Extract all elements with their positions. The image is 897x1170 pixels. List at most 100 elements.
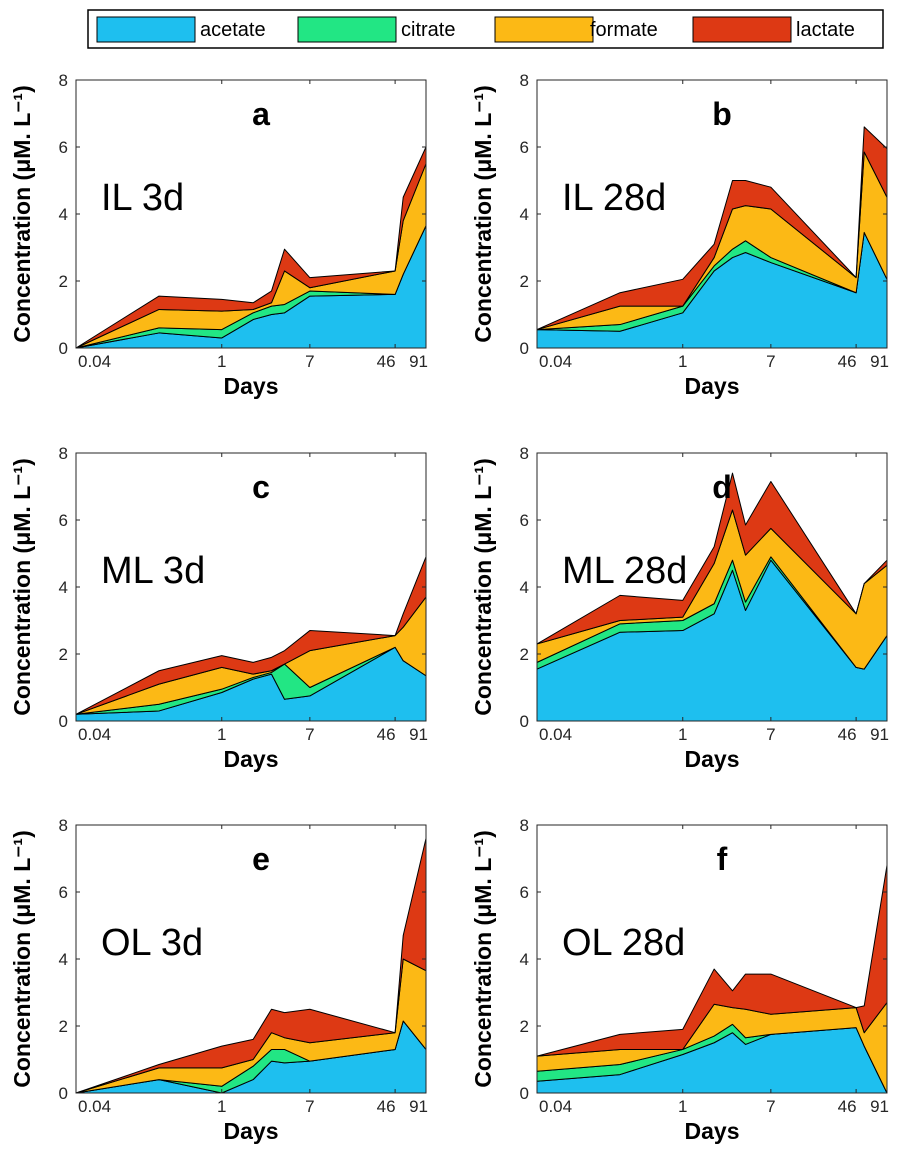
y-tick-label: 0 (520, 712, 529, 731)
y-tick-label: 4 (59, 578, 68, 597)
x-tick-label: 1 (678, 352, 687, 371)
y-axis-title: Concentration (μM. L⁻¹) (470, 830, 496, 1087)
x-tick-label: 46 (377, 352, 396, 371)
x-tick-label: 7 (305, 1097, 314, 1116)
x-axis-title: Days (685, 373, 740, 399)
x-tick-label: 91 (409, 1097, 428, 1116)
x-tick-label: 46 (838, 352, 857, 371)
y-tick-label: 0 (59, 339, 68, 358)
x-tick-label: 1 (217, 1097, 226, 1116)
legend-label-formate: formate (590, 19, 658, 41)
y-tick-label: 8 (59, 444, 68, 463)
y-tick-label: 2 (520, 272, 529, 291)
panel-letter: d (712, 469, 732, 505)
y-tick-label: 0 (59, 1084, 68, 1103)
x-tick-label: 0.04 (78, 1097, 111, 1116)
x-tick-label: 1 (217, 352, 226, 371)
y-tick-label: 4 (520, 205, 529, 224)
x-tick-label: 1 (217, 725, 226, 744)
panel-letter: c (252, 469, 270, 505)
y-axis-title: Concentration (μM. L⁻¹) (9, 830, 35, 1087)
y-tick-label: 6 (59, 883, 68, 902)
legend-label-lactate: lactate (796, 19, 855, 41)
panel-letter: f (717, 841, 728, 877)
y-tick-label: 2 (59, 1017, 68, 1036)
x-tick-label: 1 (678, 1097, 687, 1116)
x-tick-label: 0.04 (539, 1097, 572, 1116)
x-axis-title: Days (224, 373, 279, 399)
y-tick-label: 8 (520, 816, 529, 835)
x-tick-label: 7 (766, 1097, 775, 1116)
y-tick-label: 4 (520, 578, 529, 597)
y-axis-title: Concentration (μM. L⁻¹) (470, 85, 496, 342)
x-axis-title: Days (224, 1118, 279, 1144)
panel-label: OL 28d (562, 922, 685, 964)
y-tick-label: 0 (520, 339, 529, 358)
y-tick-label: 2 (59, 272, 68, 291)
panel-letter: e (252, 841, 270, 877)
legend-swatch-acetate (96, 16, 196, 43)
y-tick-label: 4 (520, 950, 529, 969)
y-tick-label: 6 (520, 883, 529, 902)
y-tick-label: 6 (59, 138, 68, 157)
x-tick-label: 1 (678, 725, 687, 744)
x-tick-label: 46 (377, 1097, 396, 1116)
y-tick-label: 0 (520, 1084, 529, 1103)
legend-label-acetate: acetate (200, 19, 266, 41)
panel-label: ML 28d (562, 550, 687, 592)
x-axis-title: Days (685, 746, 740, 772)
y-tick-label: 4 (59, 205, 68, 224)
y-tick-label: 4 (59, 950, 68, 969)
x-tick-label: 0.04 (539, 725, 572, 744)
x-tick-label: 91 (870, 1097, 889, 1116)
x-tick-label: 91 (870, 725, 889, 744)
x-tick-label: 7 (766, 352, 775, 371)
x-tick-label: 91 (409, 725, 428, 744)
y-tick-label: 6 (520, 511, 529, 530)
x-axis-title: Days (224, 746, 279, 772)
y-tick-label: 8 (520, 444, 529, 463)
x-tick-label: 0.04 (78, 725, 111, 744)
panel-label: IL 28d (562, 177, 666, 219)
y-axis-title: Concentration (μM. L⁻¹) (470, 458, 496, 715)
legend-swatch-formate (494, 16, 594, 43)
x-tick-label: 46 (377, 725, 396, 744)
legend-swatch-citrate (297, 16, 397, 43)
y-tick-label: 8 (520, 71, 529, 90)
legend-swatch-lactate (692, 16, 792, 43)
legend: acetate citrate formate lactate (87, 9, 884, 49)
y-tick-label: 8 (59, 71, 68, 90)
x-tick-label: 7 (305, 352, 314, 371)
panel-label: ML 3d (101, 550, 205, 592)
x-tick-label: 7 (766, 725, 775, 744)
x-axis-title: Days (685, 1118, 740, 1144)
y-axis-title: Concentration (μM. L⁻¹) (9, 85, 35, 342)
y-tick-label: 6 (520, 138, 529, 157)
y-tick-label: 8 (59, 816, 68, 835)
x-tick-label: 46 (838, 1097, 857, 1116)
y-tick-label: 2 (520, 645, 529, 664)
legend-label-citrate: citrate (401, 19, 455, 41)
x-tick-label: 7 (305, 725, 314, 744)
panel-label: OL 3d (101, 922, 203, 964)
panel-label: IL 3d (101, 177, 184, 219)
y-tick-label: 0 (59, 712, 68, 731)
panel-letter: b (712, 96, 732, 132)
y-tick-label: 2 (59, 645, 68, 664)
panel-letter: a (252, 96, 270, 132)
x-tick-label: 46 (838, 725, 857, 744)
y-tick-label: 2 (520, 1017, 529, 1036)
x-tick-label: 91 (870, 352, 889, 371)
y-axis-title: Concentration (μM. L⁻¹) (9, 458, 35, 715)
y-tick-label: 6 (59, 511, 68, 530)
x-tick-label: 91 (409, 352, 428, 371)
x-tick-label: 0.04 (78, 352, 111, 371)
